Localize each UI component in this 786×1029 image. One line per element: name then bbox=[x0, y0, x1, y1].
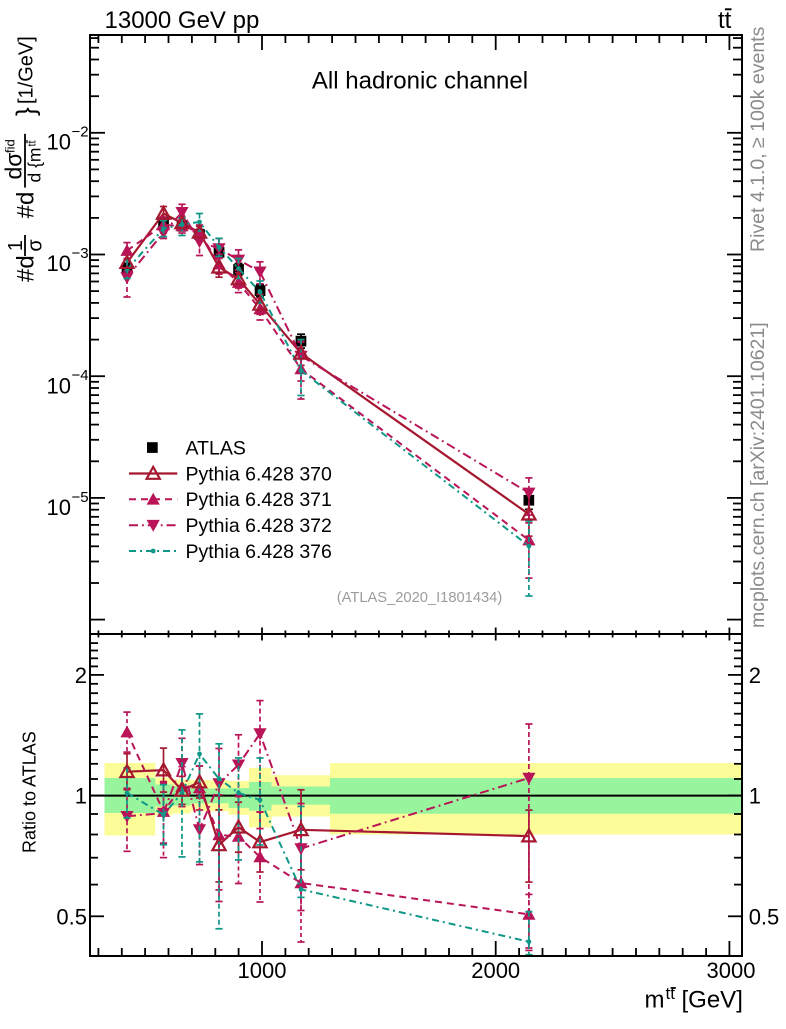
svg-text:#d: #d bbox=[13, 192, 40, 219]
svg-text:13000 GeV pp: 13000 GeV pp bbox=[105, 7, 260, 34]
svg-text:[GeV]: [GeV] bbox=[682, 987, 743, 1014]
svg-text:dσ: dσ bbox=[1, 153, 27, 180]
svg-text:0.5: 0.5 bbox=[749, 904, 780, 929]
svg-text:1: 1 bbox=[5, 240, 27, 251]
svg-text:Rivet 4.1.0, ≥ 100k events: Rivet 4.1.0, ≥ 100k events bbox=[747, 26, 769, 252]
svg-text:2: 2 bbox=[749, 663, 761, 688]
svg-text:}: } bbox=[11, 107, 41, 116]
svg-text:#d: #d bbox=[13, 255, 40, 282]
svg-text:−2: −2 bbox=[72, 123, 89, 140]
svg-text:2: 2 bbox=[75, 663, 87, 688]
svg-text:0.5: 0.5 bbox=[56, 904, 87, 929]
svg-text:1000: 1000 bbox=[238, 958, 287, 983]
svg-text:mcplots.cern.ch [arXiv:2401.10: mcplots.cern.ch [arXiv:2401.10621] bbox=[747, 322, 769, 628]
svg-text:−3: −3 bbox=[72, 245, 89, 262]
svg-text:1: 1 bbox=[75, 784, 87, 809]
svg-text:1: 1 bbox=[749, 784, 761, 809]
svg-text:10: 10 bbox=[47, 251, 71, 276]
svg-text:σ: σ bbox=[25, 239, 47, 252]
svg-text:10: 10 bbox=[47, 129, 71, 154]
svg-text:Pythia 6.428 371: Pythia 6.428 371 bbox=[186, 489, 332, 511]
svg-text:2000: 2000 bbox=[471, 958, 520, 983]
svg-text:10: 10 bbox=[47, 373, 71, 398]
svg-text:−4: −4 bbox=[72, 367, 89, 384]
svg-text:All hadronic channel: All hadronic channel bbox=[312, 68, 528, 95]
svg-text:ATLAS: ATLAS bbox=[186, 437, 246, 459]
svg-text:Ratio to ATLAS: Ratio to ATLAS bbox=[20, 731, 40, 853]
svg-text:−5: −5 bbox=[72, 489, 89, 506]
svg-text:fid: fid bbox=[3, 139, 18, 153]
svg-text:10: 10 bbox=[47, 495, 71, 520]
svg-text:d {m: d {m bbox=[25, 147, 45, 182]
svg-text:Pythia 6.428 370: Pythia 6.428 370 bbox=[186, 463, 333, 485]
svg-text:Pythia 6.428 376: Pythia 6.428 376 bbox=[186, 541, 332, 563]
svg-text:(ATLAS_2020_I1801434): (ATLAS_2020_I1801434) bbox=[337, 590, 503, 606]
svg-text:tt: tt bbox=[27, 140, 39, 146]
svg-text:Pythia 6.428 372: Pythia 6.428 372 bbox=[186, 515, 332, 537]
svg-text:m: m bbox=[645, 987, 665, 1014]
svg-text:tt: tt bbox=[666, 984, 676, 1003]
svg-text:tt: tt bbox=[718, 7, 732, 34]
svg-text:3000: 3000 bbox=[707, 958, 756, 983]
svg-text:[1/GeV]: [1/GeV] bbox=[16, 36, 38, 104]
